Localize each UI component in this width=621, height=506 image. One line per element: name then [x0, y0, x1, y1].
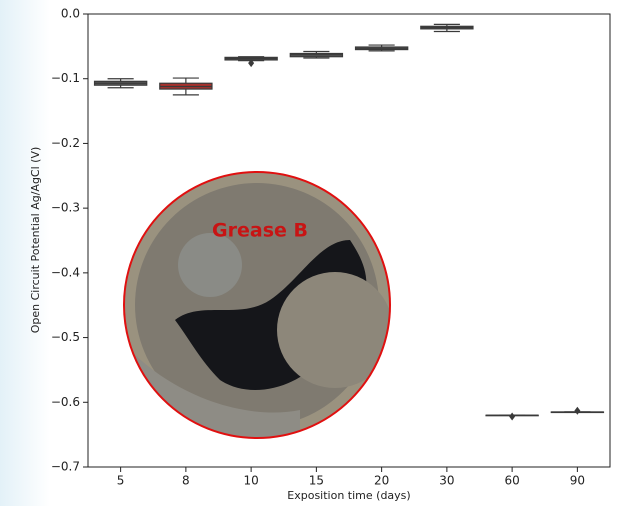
y-tick-label: −0.1 — [51, 71, 80, 85]
x-tick-label: 90 — [570, 474, 585, 488]
y-tick-label: −0.2 — [51, 136, 80, 150]
outlier — [509, 412, 516, 421]
y-tick-label: −0.6 — [51, 395, 80, 409]
inset-photo — [123, 171, 391, 439]
y-tick-label: −0.5 — [51, 330, 80, 344]
y-tick-label: −0.7 — [51, 460, 80, 474]
y-axis-label: Open Circuit Potential Ag/AgCl (V) — [29, 147, 42, 334]
y-tick-label: −0.4 — [51, 265, 80, 279]
side-shade — [0, 0, 50, 506]
x-tick-label: 20 — [374, 474, 389, 488]
x-tick-label: 60 — [504, 474, 519, 488]
outlier — [248, 59, 255, 68]
x-tick-label: 30 — [439, 474, 454, 488]
inset-label: Grease B — [212, 220, 308, 242]
x-tick-label: 8 — [182, 474, 190, 488]
x-axis-label: Exposition time (days) — [287, 489, 410, 502]
y-tick-label: −0.3 — [51, 201, 80, 215]
x-tick-label: 15 — [309, 474, 324, 488]
y-tick-label: 0.0 — [61, 7, 80, 21]
outlier — [574, 406, 581, 415]
x-tick-label: 10 — [243, 474, 258, 488]
x-tick-label: 5 — [117, 474, 125, 488]
